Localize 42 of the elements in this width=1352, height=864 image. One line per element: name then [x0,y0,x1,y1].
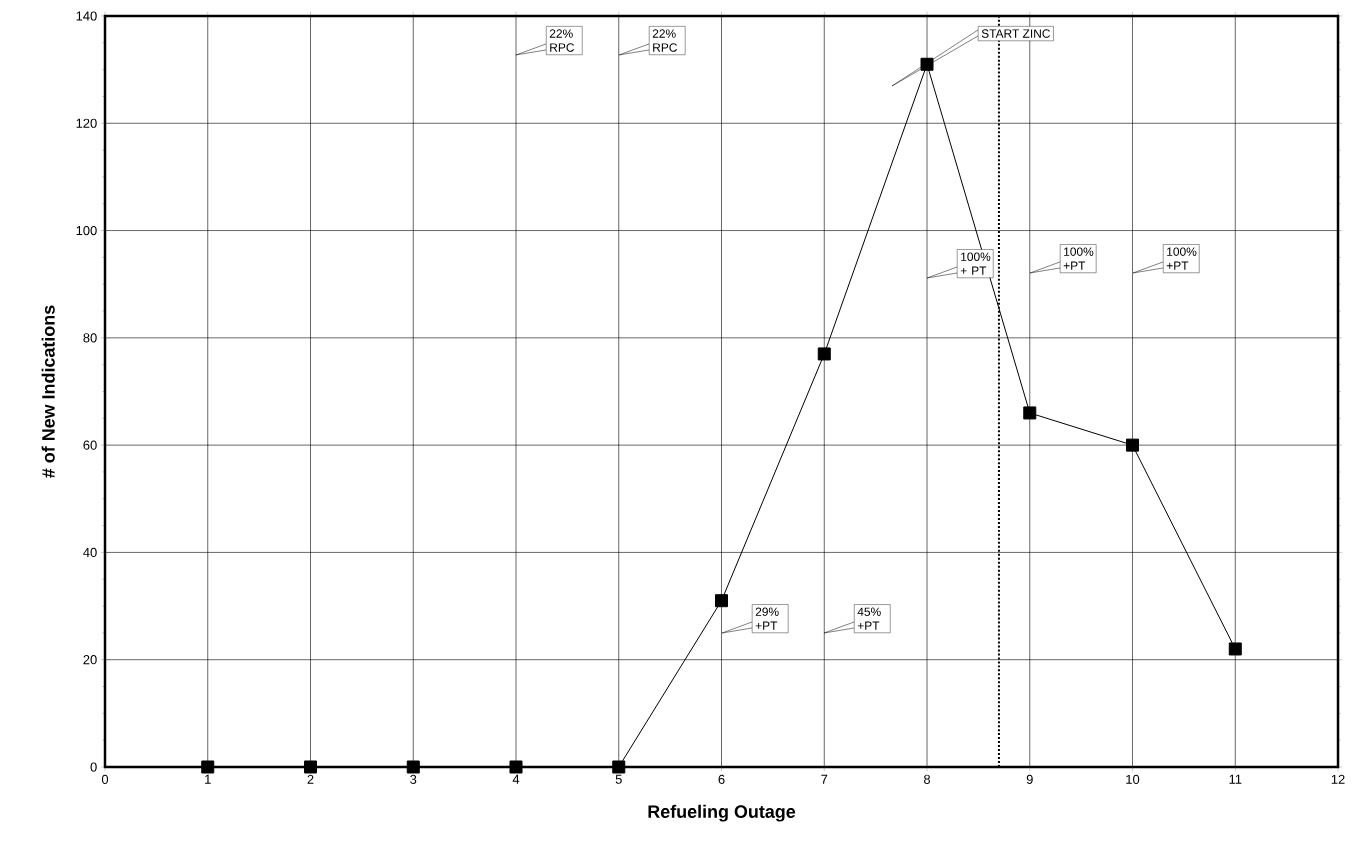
x-tick-label: 3 [410,774,417,784]
point [1126,438,1140,452]
y-tick-label: 0 [90,762,97,772]
x-tick-label: 10 [1126,774,1140,784]
y-tick-label: 80 [83,333,97,343]
y-tick-label: 120 [76,118,97,128]
y-tick-label: 140 [76,11,97,21]
x-tick-label: 0 [101,774,109,784]
annotation: 22% RPC [549,29,575,52]
y-axis-title: # of New Indications [41,305,55,478]
x-tick-label: 12 [1331,774,1345,784]
x-tick-label: 11 [1229,774,1242,784]
point [201,760,215,774]
point [817,347,831,361]
annotation: START ZINC [981,29,1050,38]
y-tick-label: 60 [83,440,97,450]
annotation: 22% RPC [652,29,677,52]
point [509,760,523,774]
annotation: 100% +PT [1063,247,1094,270]
y-tick-label: 40 [83,547,97,558]
point [920,57,934,71]
x-tick-label: 9 [1026,774,1033,784]
y-tick-label: 20 [83,655,97,665]
annotation: 29% +PT [755,607,779,630]
x-tick-label: 5 [615,774,622,784]
x-tick-label: 1 [205,774,211,784]
x-tick-label: 4 [512,774,520,784]
x-tick-label: 7 [821,774,828,784]
x-axis-title: Refueling Outage [648,804,796,822]
point [612,760,626,774]
point [1023,406,1037,420]
point [406,760,420,774]
annotation: 100% + PT [960,252,991,275]
x-tick-label: 6 [718,774,725,784]
annotation: 100% +PT [1166,247,1197,270]
x-tick-label: 8 [923,774,931,784]
annotation: 45% +PT [857,607,881,630]
point [1228,642,1242,656]
point [304,760,318,774]
y-tick-label: 100 [76,225,97,236]
point [715,594,729,608]
x-tick-label: 2 [307,774,314,784]
